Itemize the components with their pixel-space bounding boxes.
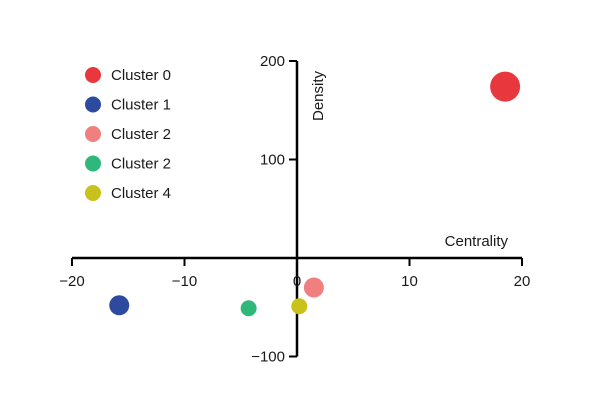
- y-axis-title: Density: [310, 70, 327, 121]
- data-point: [240, 300, 257, 317]
- legend-label: Cluster 1: [111, 97, 171, 114]
- legend-marker: [85, 96, 101, 113]
- legend-marker: [85, 126, 101, 142]
- data-point: [291, 298, 308, 315]
- legend-label: Cluster 2: [111, 126, 171, 143]
- y-tick-label: −100: [251, 349, 285, 366]
- x-axis-title: Centrality: [445, 233, 509, 250]
- legend-label: Cluster 2: [111, 156, 171, 173]
- points: [109, 71, 521, 317]
- x-tick-label: 10: [401, 273, 418, 290]
- legend-label: Cluster 4: [111, 185, 171, 202]
- x-tick-label: 20: [514, 273, 531, 290]
- legend-label: Cluster 0: [111, 67, 171, 84]
- legend-marker: [85, 185, 101, 201]
- y-tick-label: 100: [260, 152, 285, 169]
- data-point: [490, 71, 521, 102]
- data-point: [303, 277, 324, 298]
- y-tick-label: 200: [260, 53, 285, 70]
- x-tick-label: −20: [59, 273, 84, 290]
- data-point: [109, 295, 130, 316]
- legend-marker: [85, 67, 101, 83]
- x-tick-label: 0: [293, 273, 301, 290]
- x-tick-label: −10: [172, 273, 197, 290]
- legend: Cluster 0 Cluster 1 Cluster 2 Cluster 2 Clus…: [85, 67, 171, 202]
- legend-marker: [85, 155, 101, 172]
